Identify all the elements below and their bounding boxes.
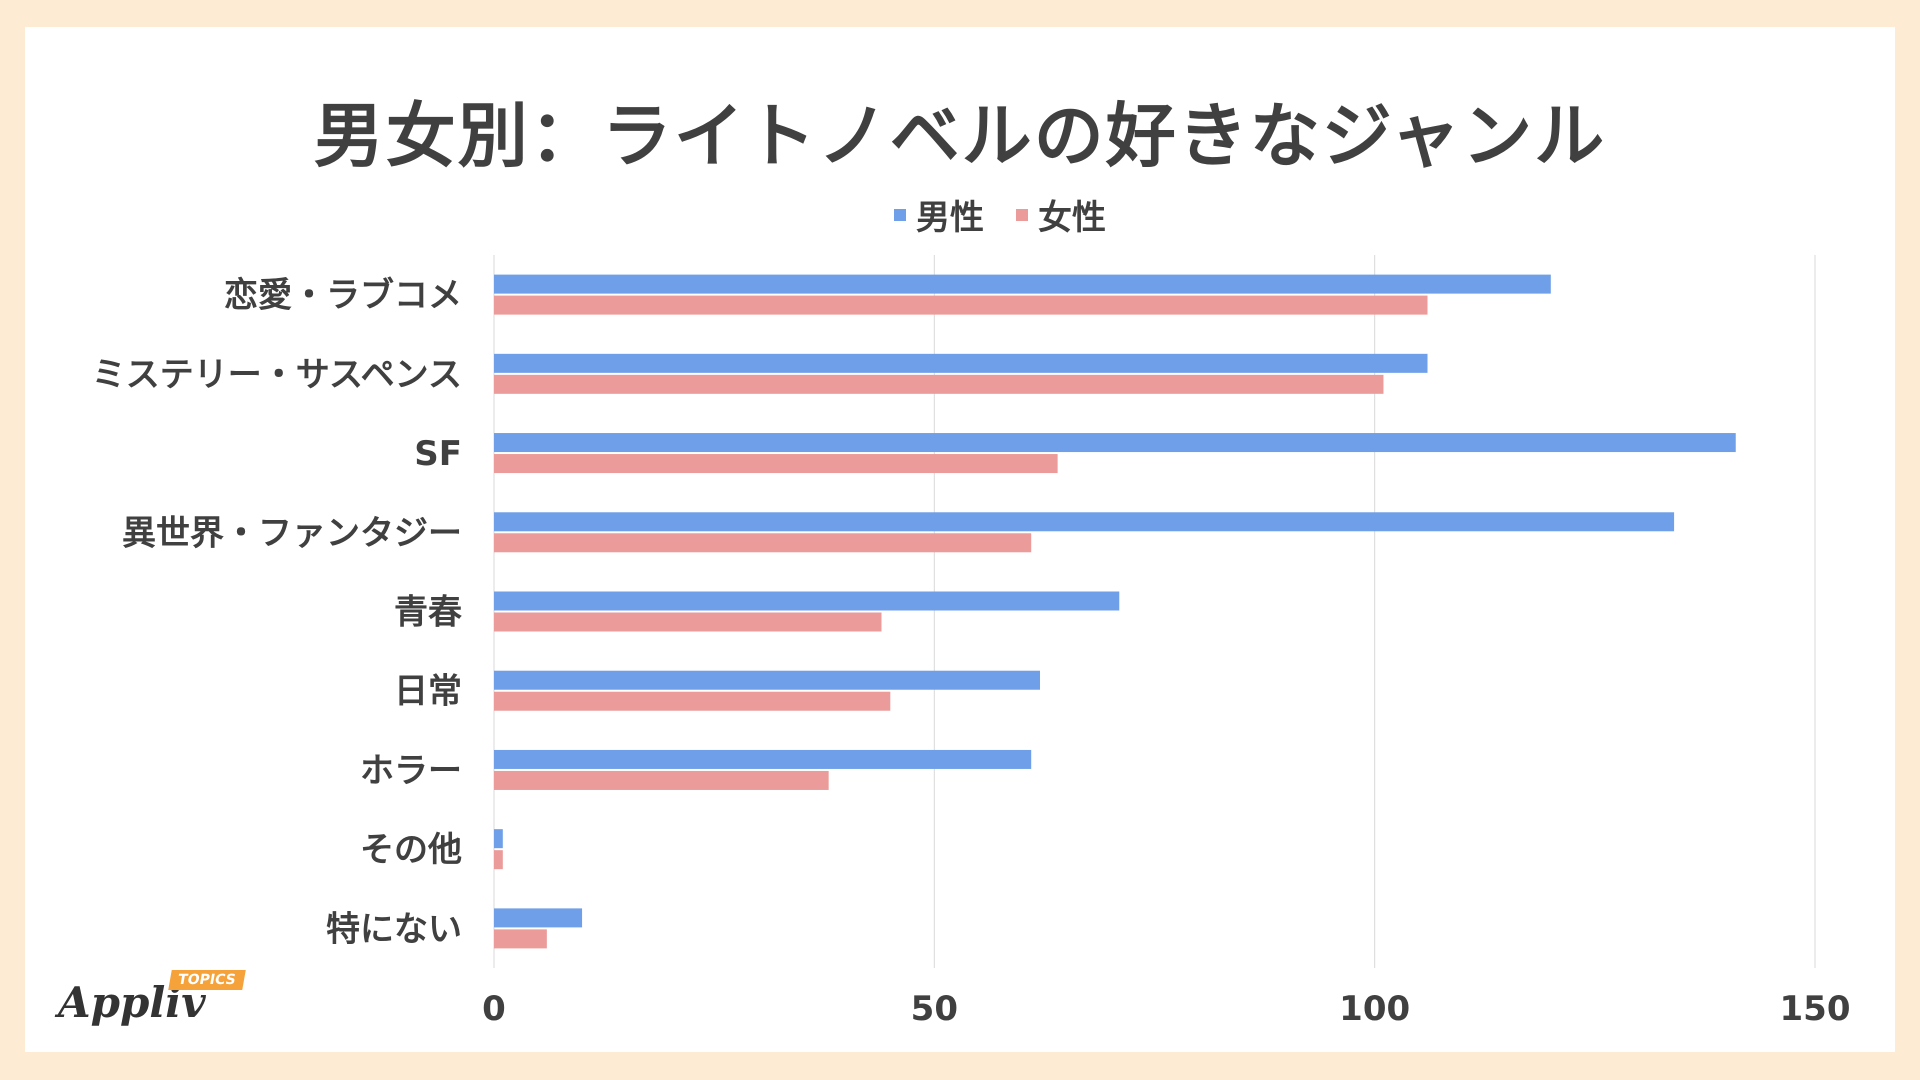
legend-item-female: 女性 [1016,190,1106,239]
category-label-2: SF [414,434,462,474]
bar-female-5 [494,691,891,711]
bar-female-0 [494,295,1428,315]
bar-male-7 [494,829,503,849]
bar-female-7 [494,850,503,870]
category-label-5: 日常 [394,672,462,712]
bar-male-6 [494,749,1032,769]
bar-female-2 [494,454,1058,474]
bar-male-4 [494,591,1120,611]
category-label-7: その他 [360,830,462,870]
bar-male-5 [494,670,1041,690]
bar-male-2 [494,433,1736,453]
bar-female-8 [494,929,547,949]
category-label-1: ミステリー・サスペンス [92,355,462,395]
category-label-3: 異世界・ファンタジー [122,513,462,553]
legend-label-female: 女性 [1038,198,1106,238]
category-label-8: 特にない [326,909,462,949]
bar-female-4 [494,612,882,632]
logo-badge: TOPICS [168,970,246,990]
legend-item-male: 男性 [894,190,984,239]
bar-female-6 [494,770,829,790]
legend: 男性 女性 [0,190,1920,239]
x-tick-label-1: 50 [911,989,958,1029]
bar-male-1 [494,353,1428,373]
category-label-4: 青春 [394,593,462,633]
x-tick-label-3: 150 [1780,989,1851,1029]
chart-title: 男女別：ライトノベルの好きなジャンル [313,95,1607,177]
x-tick-label-2: 100 [1339,989,1410,1029]
category-label-6: ホラー [360,751,462,791]
bar-male-0 [494,274,1551,294]
appliv-topics-logo: Appliv TOPICS [58,970,248,1030]
legend-swatch-male [894,208,906,221]
legend-swatch-female [1016,208,1028,221]
bar-female-1 [494,374,1384,394]
bar-male-8 [494,908,583,928]
x-tick-label-0: 0 [482,989,506,1029]
category-label-0: 恋愛・ラブコメ [224,276,462,316]
bar-male-3 [494,512,1675,532]
legend-label-male: 男性 [916,198,984,238]
bar-female-3 [494,533,1032,553]
